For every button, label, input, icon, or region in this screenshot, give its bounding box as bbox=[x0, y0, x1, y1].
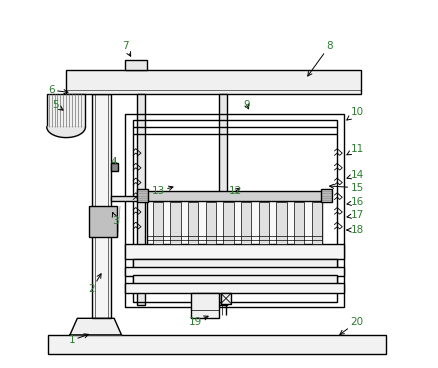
Bar bbox=[206, 202, 216, 244]
Bar bbox=[170, 202, 181, 244]
Bar bbox=[47, 94, 85, 127]
Bar bbox=[294, 202, 304, 244]
Bar bbox=[221, 293, 231, 304]
Bar bbox=[125, 244, 344, 259]
Bar bbox=[125, 114, 344, 307]
Bar bbox=[66, 70, 360, 94]
Bar bbox=[321, 189, 332, 202]
Bar bbox=[111, 196, 139, 201]
Bar bbox=[125, 60, 146, 70]
Bar bbox=[92, 94, 111, 318]
Bar bbox=[241, 202, 251, 244]
Text: 6: 6 bbox=[48, 85, 68, 95]
Bar bbox=[125, 283, 344, 293]
Text: 7: 7 bbox=[122, 41, 131, 56]
Text: 18: 18 bbox=[347, 225, 364, 235]
Bar bbox=[133, 120, 337, 302]
Text: 9: 9 bbox=[243, 100, 250, 110]
Text: 20: 20 bbox=[340, 317, 364, 335]
Bar bbox=[259, 202, 269, 244]
Polygon shape bbox=[47, 127, 85, 138]
Bar bbox=[147, 199, 322, 245]
Bar bbox=[147, 191, 322, 201]
Bar bbox=[312, 202, 322, 244]
Bar bbox=[89, 206, 117, 237]
Bar bbox=[219, 94, 227, 305]
Text: 19: 19 bbox=[188, 316, 208, 327]
Text: 8: 8 bbox=[308, 41, 333, 76]
Bar bbox=[111, 163, 118, 171]
Bar bbox=[191, 293, 219, 318]
Bar bbox=[133, 259, 337, 268]
Text: 14: 14 bbox=[347, 170, 364, 180]
Bar bbox=[188, 202, 198, 244]
Bar bbox=[125, 267, 344, 276]
Text: 4: 4 bbox=[111, 157, 117, 167]
Text: 10: 10 bbox=[347, 107, 364, 120]
Text: 2: 2 bbox=[89, 274, 101, 294]
Bar bbox=[153, 202, 163, 244]
Bar bbox=[276, 202, 287, 244]
Text: 12: 12 bbox=[229, 186, 242, 197]
Bar bbox=[133, 275, 337, 284]
Text: 11: 11 bbox=[347, 144, 364, 155]
Bar bbox=[223, 202, 234, 244]
Text: 15: 15 bbox=[329, 183, 364, 193]
Text: 16: 16 bbox=[347, 197, 364, 208]
Text: 13: 13 bbox=[152, 186, 173, 197]
Bar bbox=[137, 189, 148, 202]
Text: 17: 17 bbox=[347, 210, 364, 220]
Polygon shape bbox=[70, 318, 121, 335]
Text: 1: 1 bbox=[68, 334, 88, 346]
Text: 3: 3 bbox=[112, 213, 119, 226]
Bar bbox=[48, 335, 386, 354]
Text: 5: 5 bbox=[52, 100, 63, 110]
Bar bbox=[137, 94, 145, 305]
